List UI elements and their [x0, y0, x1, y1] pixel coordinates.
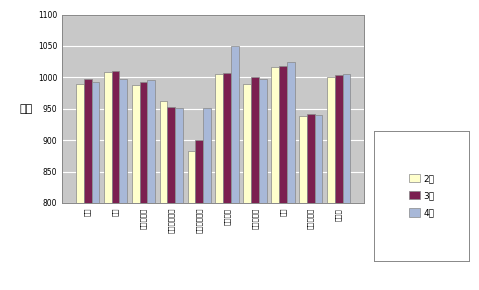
Bar	[203, 108, 211, 290]
Bar	[175, 108, 183, 290]
Bar	[287, 62, 295, 290]
Bar	[112, 71, 119, 290]
Y-axis label: 指数: 指数	[19, 104, 33, 114]
Bar	[315, 115, 322, 290]
Bar	[76, 84, 84, 290]
Bar	[271, 67, 279, 290]
Bar	[139, 82, 148, 290]
Bar	[216, 74, 223, 290]
Bar	[279, 66, 287, 290]
Bar	[168, 108, 175, 290]
Bar	[160, 101, 168, 290]
Bar	[148, 80, 155, 290]
Bar	[251, 77, 259, 290]
Bar	[243, 84, 251, 290]
Bar	[119, 79, 127, 290]
Bar	[91, 82, 100, 290]
Bar	[231, 46, 239, 290]
Legend: 2月, 3月, 4月: 2月, 3月, 4月	[406, 171, 437, 220]
Bar	[307, 114, 315, 290]
Bar	[223, 73, 231, 290]
Bar	[327, 77, 335, 290]
Bar	[299, 116, 307, 290]
Bar	[84, 79, 91, 290]
Bar	[335, 75, 342, 290]
Bar	[187, 151, 195, 290]
Bar	[259, 79, 267, 290]
Bar	[132, 85, 139, 290]
Bar	[104, 72, 112, 290]
Bar	[195, 140, 203, 290]
Bar	[342, 74, 350, 290]
